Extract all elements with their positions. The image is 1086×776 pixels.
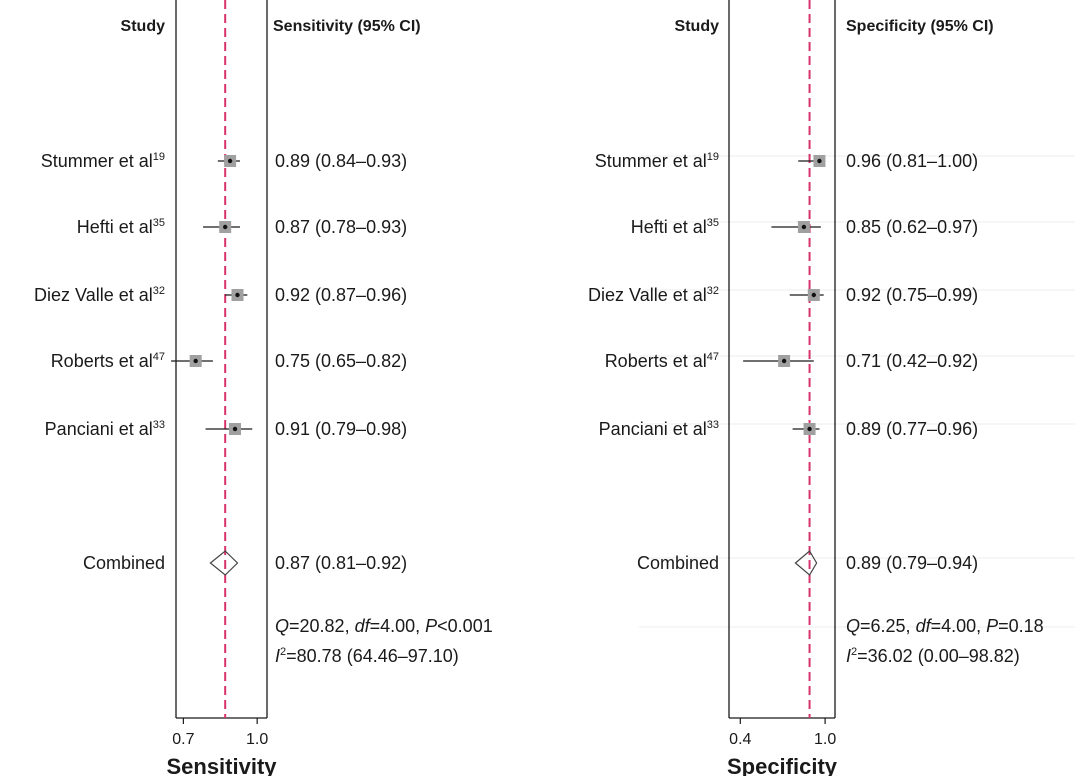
study-estimate-label: 0.85 (0.62–0.97) [846, 217, 978, 237]
study-column-header: Study [675, 18, 720, 35]
combined-estimate-label: 0.89 (0.79–0.94) [846, 553, 978, 573]
study-estimate-label: 0.89 (0.77–0.96) [846, 419, 978, 439]
study-name: Diez Valle et al32 [34, 285, 165, 305]
x-tick-label: 1.0 [814, 731, 836, 748]
x-tick-label: 1.0 [246, 731, 268, 748]
study-column-header: Study [121, 18, 166, 35]
point-estimate [232, 426, 238, 432]
point-estimate [193, 358, 198, 364]
point-estimate [227, 158, 233, 164]
estimate-column-header: Specificity (95% CI) [846, 18, 994, 35]
forest-panel-sensitivity: Study Sensitivity (95% CI) Stummer et al19… [34, 0, 493, 776]
point-estimate [807, 426, 812, 432]
estimate-column-header: Sensitivity (95% CI) [273, 18, 421, 35]
combined-diamond [209, 550, 239, 576]
combined-diamond [794, 550, 818, 576]
combined-label: Combined [83, 553, 165, 573]
study-estimate-label: 0.71 (0.42–0.92) [846, 351, 978, 371]
study-name: Stummer et al19 [41, 151, 165, 171]
study-estimate-label: 0.91 (0.79–0.98) [275, 419, 407, 439]
study-name: Panciani et al33 [45, 419, 165, 439]
combined-label: Combined [637, 553, 719, 573]
study-estimate-label: 0.96 (0.81–1.00) [846, 151, 978, 171]
point-estimate [811, 292, 816, 298]
study-name: Hefti et al35 [631, 217, 719, 237]
study-estimate-label: 0.87 (0.78–0.93) [275, 217, 407, 237]
study-estimate-label: 0.92 (0.87–0.96) [275, 285, 407, 305]
study-name: Hefti et al35 [77, 217, 165, 237]
study-estimate-label: 0.92 (0.75–0.99) [846, 285, 978, 305]
forest-panel-specificity: Study Specificity (95% CI) Stummer et al19… [588, 0, 1075, 776]
study-estimate-label: 0.75 (0.65–0.82) [275, 351, 407, 371]
x-axis-title: Sensitivity [166, 754, 277, 776]
point-estimate [222, 224, 228, 230]
heterogeneity-q-stat: Q=20.82, df=4.00, P<0.001 [275, 616, 493, 636]
study-estimate-label: 0.89 (0.84–0.93) [275, 151, 407, 171]
point-estimate [781, 358, 787, 364]
x-tick-label: 0.4 [729, 731, 751, 748]
heterogeneity-i2-stat: I2=36.02 (0.00–98.82) [846, 646, 1020, 666]
combined-estimate-label: 0.87 (0.81–0.92) [275, 553, 407, 573]
heterogeneity-i2-stat: I2=80.78 (64.46–97.10) [275, 646, 459, 666]
heterogeneity-q-stat: Q=6.25, df=4.00, P=0.18 [846, 616, 1044, 636]
point-estimate [235, 292, 240, 298]
study-name: Roberts et al47 [51, 351, 165, 371]
study-name: Diez Valle et al32 [588, 285, 719, 305]
study-name: Panciani et al33 [599, 419, 719, 439]
point-estimate [817, 158, 822, 164]
x-tick-label: 0.7 [172, 731, 194, 748]
point-estimate [801, 224, 807, 230]
study-name: Roberts et al47 [605, 351, 719, 371]
x-axis-title: Specificity [727, 754, 838, 776]
study-name: Stummer et al19 [595, 151, 719, 171]
